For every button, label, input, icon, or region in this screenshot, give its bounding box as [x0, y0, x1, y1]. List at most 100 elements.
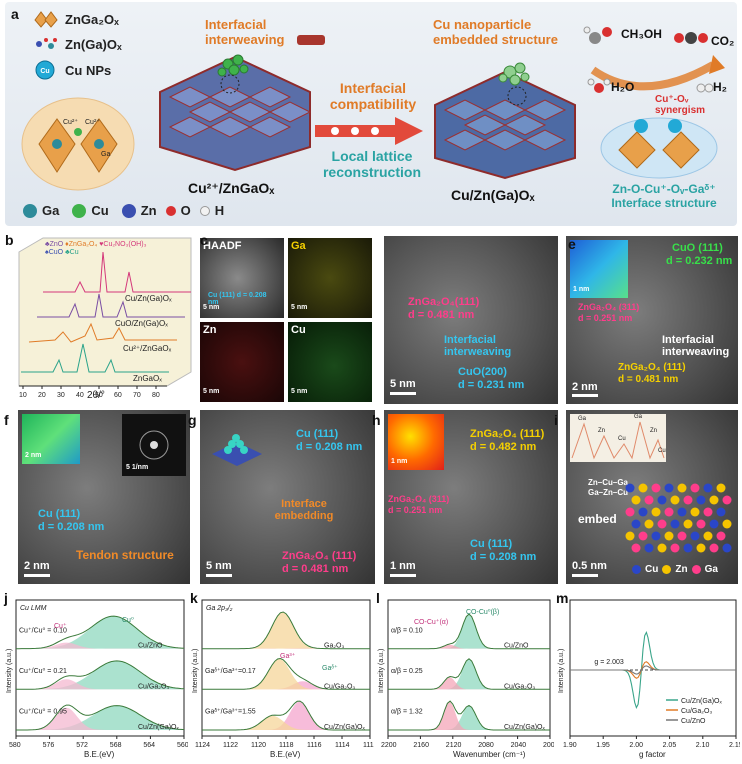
- panel-i-tem: Ga Zn Cu Ga Zn Cu Zn–Cu–Ga Ga–Zn–Cu embe…: [566, 410, 738, 584]
- j-peak-label-1: Cu⁺: [54, 622, 67, 630]
- panel-label-i: i: [554, 412, 558, 428]
- e-label-cuo-d: d = 0.232 nm: [666, 255, 733, 267]
- panel-f-tem: 2 nm 5 1/nm Cu (111) d = 0.208 nm Tendon…: [18, 410, 190, 584]
- i-zn-icon: [662, 565, 672, 574]
- l-xtick-label-2040: 2040: [511, 742, 527, 749]
- j-fit-line: [16, 660, 185, 690]
- k-title: Ga 2p₃/₂: [206, 605, 233, 612]
- i-atom: [625, 507, 635, 517]
- g-label-znga-d: d = 0.481 nm: [282, 563, 349, 575]
- ga-map-scale: 5 nm: [291, 304, 308, 311]
- k-xtick-label-1120: 1120: [251, 742, 266, 749]
- m-xtick-label-2.10: 2.10: [696, 742, 710, 749]
- i-atom: [664, 483, 674, 493]
- k-fit-line: [202, 611, 370, 650]
- h2o-label: H₂O: [611, 80, 635, 94]
- xrd-trace-cuo-zngaox: [37, 293, 185, 318]
- h-inset-scale: 1 nm: [391, 458, 408, 465]
- f-scale-text: 2 nm: [24, 560, 50, 572]
- reconstruction-arrow: [315, 117, 423, 145]
- i-atom: [683, 519, 693, 529]
- l-ratio-0: α/β = 0.10: [391, 627, 423, 634]
- i-cu-icon: [632, 565, 641, 574]
- ga-cu-cluster-diagram: Cu²⁺ Cu²⁺ Ga: [21, 97, 135, 191]
- l-peak2-area: [388, 705, 550, 730]
- panel-label-k: k: [190, 590, 198, 606]
- m-series-line-2: [570, 665, 736, 675]
- cu-np-icon: Cu: [35, 60, 55, 80]
- j-xtick-label-580: 580: [9, 742, 21, 749]
- d-label-znga2o4: ZnGa₂O₄(111): [408, 296, 480, 308]
- zn-map-tile: Zn 5 nm: [200, 322, 284, 402]
- k-xtick-label-1116: 1116: [307, 742, 322, 749]
- panel-label-a: a: [11, 6, 19, 22]
- j-series-1: Cu/Ga₂O₃: [138, 683, 169, 690]
- j-peak1-area: [16, 679, 184, 690]
- e-inset: 1 nm: [570, 240, 628, 298]
- i-legend-zn: Zn: [675, 564, 688, 575]
- m-xtick-label-2.05: 2.05: [663, 742, 677, 749]
- l-ratio-2: α/β = 1.32: [391, 709, 423, 716]
- l-xtick-label-2120: 2120: [446, 742, 462, 749]
- legend-label-cu-nps: Cu NPs: [65, 62, 112, 78]
- xrd-chart: 10 20 30 40 50 60 70 80: [18, 237, 192, 399]
- i-atom: [638, 507, 648, 517]
- l-peak-label-1: CO-Cu⁺(α): [414, 618, 448, 626]
- h-inset: 1 nm: [388, 414, 444, 470]
- i-atom: [670, 495, 680, 505]
- l-xtick-label-2000: 2000: [543, 742, 554, 749]
- m-xtick-label-1.95: 1.95: [596, 742, 610, 749]
- i-atom: [716, 483, 726, 493]
- xrd-sample-2: CuO/Zn(Ga)Oₓ: [115, 319, 168, 328]
- zn-map-label: Zn: [203, 324, 217, 336]
- m-ylabel: Intensity (a.u.): [558, 649, 565, 693]
- h-label-znga311: ZnGa₂O₄ (311): [388, 494, 450, 504]
- j-ratio-1: Cu⁺/Cu⁰ = 0.21: [19, 667, 67, 675]
- xrd-legend: ♣ZnO ♦ZnGa₂O₄ ♥Cu₂NO₃(OH)₃ ♠CuO ♣Cu: [45, 241, 190, 257]
- panel-label-l: l: [376, 590, 380, 606]
- atom-label-cu: Cu: [91, 203, 109, 218]
- o-atom-icon: [165, 205, 176, 216]
- d-label-interweaving: Interfacial interweaving: [444, 334, 512, 358]
- i-atom: [625, 483, 635, 493]
- haadf-scale: 5 nm: [203, 304, 220, 311]
- haadf-tile: HAADF Cu (111) d = 0.208 nm 5 nm: [200, 238, 284, 318]
- l-xtick-label-2160: 2160: [413, 742, 429, 749]
- ga-map-label: Ga: [291, 240, 306, 252]
- panel-label-m: m: [556, 590, 569, 606]
- l-series-1: Cu/Ga₂O₃: [504, 683, 535, 690]
- xrd-tick-label-30: 30: [57, 392, 65, 399]
- k-peak-label-2: Gaᵟ⁺: [322, 664, 338, 672]
- panel-h-tem: 1 nm ZnGa₂O₄ (111) d = 0.482 nm ZnGa₂O₄ …: [384, 410, 558, 584]
- i-atom: [638, 483, 648, 493]
- legend-label-znga2ox: ZnGa₂Oₓ: [65, 11, 119, 27]
- chart-m-svg: 1.90 1.95 2.00 2.05 2.10 2.15 g factor Intensit…: [558, 599, 740, 759]
- l-fit-line: [388, 613, 550, 650]
- k-xtick-label-1122: 1122: [223, 742, 238, 749]
- interface-structure-label: Zn-O-Cu⁺-Oᵥ-Gaᵟ⁺ Interface structure: [611, 182, 717, 210]
- e-scalebar: [572, 394, 598, 397]
- e-inset-scale: 1 nm: [573, 286, 590, 293]
- atom-label-o: O: [180, 203, 191, 218]
- ga-atom-icon: [23, 203, 37, 218]
- k-xtick-label-1124: 1124: [195, 742, 210, 749]
- j-peak1-area: [16, 707, 184, 730]
- k-xtick-label-1112: 1112: [363, 742, 374, 749]
- d-label-znga2o4-d: d = 0.481 nm: [408, 309, 475, 321]
- i-atom: [709, 543, 719, 553]
- xrd-trace-cu2-znga: [28, 322, 177, 343]
- k-peak-label-1: Ga³⁺: [280, 652, 296, 660]
- xrd-sample-3: Cu²⁺/ZnGaOₓ: [123, 344, 172, 353]
- i-atom: [664, 531, 674, 541]
- l-fit-line: [388, 700, 550, 731]
- h-scalebar: [390, 574, 416, 577]
- panel-j-cu-lmm: j 580 576 572 568 564 560 B.E.(eV) Intensity (a…: [2, 590, 188, 760]
- e-label-znga111: ZnGa₂O₄ (111): [618, 362, 686, 373]
- panel-a-schematic: a ZnGa₂Oₓ Zn(Ga)Oₓ Cu Cu NPs Cu²⁺ Cu²⁺ G…: [5, 2, 737, 226]
- f-inset-scale: 2 nm: [25, 452, 42, 459]
- panel-label-h: h: [372, 412, 381, 428]
- interfacial-compatibility-label: Interfacial compatibility: [329, 80, 417, 112]
- k-series-2: Cu/Zn(Ga)Oₓ: [324, 724, 366, 731]
- svg-text:Cu: Cu: [40, 68, 49, 75]
- i-atom: [690, 483, 700, 493]
